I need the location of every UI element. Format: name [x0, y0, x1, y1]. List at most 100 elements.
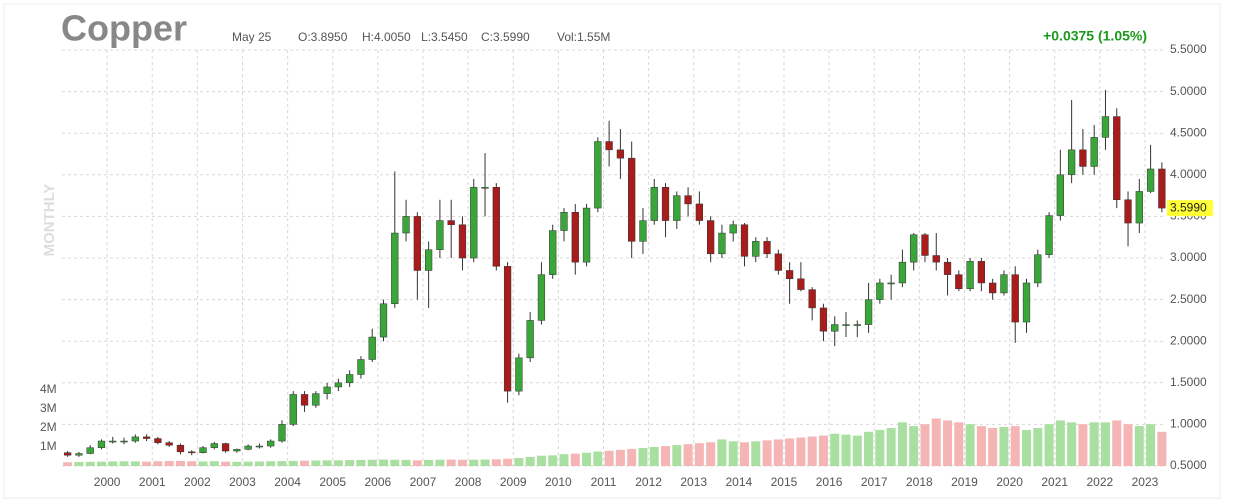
volume-tick-label: 1M: [40, 439, 57, 453]
y-tick-label: 1.0000: [1170, 417, 1207, 431]
volume-bar: [627, 448, 637, 466]
candle-body: [278, 424, 286, 442]
candle-body: [763, 241, 771, 255]
candle-body: [210, 443, 218, 448]
x-tick-label: 2004: [274, 475, 301, 489]
candle-body: [853, 324, 861, 326]
candle-body: [740, 224, 749, 257]
volume-bar: [254, 461, 264, 466]
candle-body: [898, 261, 907, 284]
candle-body: [695, 203, 703, 221]
volume-bar: [390, 459, 400, 466]
candle-body: [560, 211, 568, 231]
volume-bar: [593, 451, 603, 466]
open-text: O:3.8950: [298, 30, 348, 44]
volume-bar: [232, 461, 242, 466]
volume-bar: [1078, 424, 1088, 466]
volume-bar: [435, 459, 445, 466]
candle-body: [413, 216, 421, 271]
volume-bar: [311, 460, 321, 466]
low-text: L:3.5450: [421, 30, 468, 44]
volume-bar: [976, 426, 986, 466]
x-tick-label: 2012: [635, 475, 662, 489]
x-tick-label: 2007: [410, 475, 437, 489]
volume-bar: [514, 458, 524, 466]
candle-body: [1158, 168, 1166, 209]
volume-bar: [683, 444, 693, 466]
candle-body: [458, 224, 467, 259]
candle-body: [424, 249, 433, 271]
volume-bar: [965, 424, 975, 466]
volume-bar: [85, 461, 95, 466]
volume-bar: [243, 461, 253, 466]
x-tick-label: 2011: [591, 475, 617, 489]
frame: [3, 3, 1221, 499]
candle-body: [131, 436, 139, 442]
candle-body: [808, 289, 816, 309]
candle-body: [503, 266, 512, 392]
candle-body: [707, 220, 715, 255]
candle-body: [887, 282, 895, 285]
volume-bar: [119, 461, 129, 466]
candle-body: [233, 449, 241, 452]
candle-body: [165, 442, 173, 446]
candle-body: [831, 324, 839, 332]
volume-bar: [615, 449, 625, 466]
volume-bar: [886, 428, 896, 466]
change-text: +0.0375 (1.05%): [1043, 28, 1147, 44]
volume-bar: [277, 461, 287, 466]
volume-bar: [1157, 431, 1167, 466]
x-tick-label: 2001: [139, 475, 166, 489]
y-tick-label: 5.5000: [1170, 42, 1207, 56]
candle-body: [628, 157, 636, 242]
candle-body: [176, 444, 185, 453]
candle-body: [1101, 116, 1110, 138]
x-tick-label: 2018: [906, 475, 933, 489]
volume-bar: [457, 459, 467, 466]
candle-body: [774, 253, 782, 271]
volume-tick-label: 4M: [40, 382, 57, 396]
volume-bar: [988, 428, 998, 466]
volume-bar: [536, 455, 546, 466]
volume-bar: [931, 418, 941, 466]
volume-bar: [818, 435, 828, 466]
volume-bar: [875, 429, 885, 466]
x-tick-label: 2008: [455, 475, 482, 489]
volume-bar: [570, 453, 580, 466]
y-tick-label: 4.0000: [1170, 167, 1207, 181]
candle-body: [492, 187, 500, 267]
candle-body: [752, 241, 760, 257]
x-tick-label: 2005: [319, 475, 346, 489]
candle-body: [1067, 149, 1076, 176]
candle-body: [842, 324, 850, 326]
volume-bar: [582, 452, 592, 466]
x-tick-label: 2022: [1086, 475, 1113, 489]
candle-body: [1034, 254, 1042, 284]
candle-body: [515, 357, 523, 392]
volume-bar: [841, 434, 851, 466]
candle-body: [718, 232, 726, 255]
date: May 25: [232, 30, 272, 44]
candle-body: [255, 445, 264, 448]
candle-body: [142, 436, 151, 439]
candle-body: [199, 447, 207, 453]
volume-bar: [864, 431, 874, 466]
candle-body: [921, 234, 929, 256]
candle-body: [244, 445, 252, 450]
volume-bar: [63, 462, 73, 466]
x-tick-label: 2009: [500, 475, 527, 489]
volume-bar: [1044, 424, 1054, 466]
candle-body: [526, 320, 534, 359]
x-tick-label: 2019: [951, 475, 978, 489]
candle-body: [323, 386, 331, 394]
candle-body: [379, 303, 388, 338]
candle-body: [616, 149, 625, 159]
volume-bar: [1010, 426, 1020, 466]
y-tick-label: 0.5000: [1170, 458, 1207, 472]
candle-body: [989, 282, 997, 294]
x-tick-label: 2014: [725, 475, 752, 489]
volume-bar: [333, 460, 343, 466]
candle-body: [594, 141, 602, 209]
candle-body: [64, 452, 72, 456]
volume-bar: [751, 441, 761, 466]
